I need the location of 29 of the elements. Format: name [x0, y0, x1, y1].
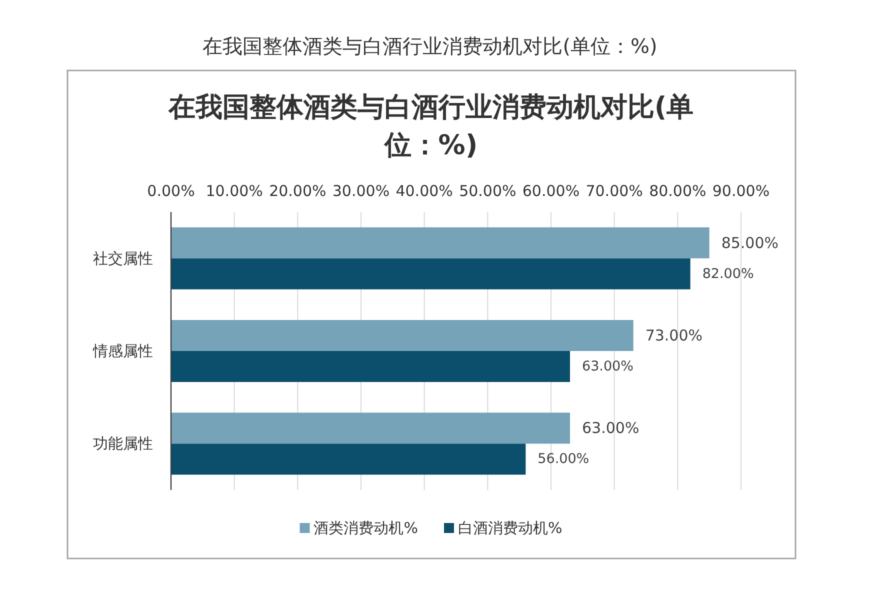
bar	[171, 227, 710, 258]
bar	[171, 444, 526, 475]
x-tick-label: 0.00%	[147, 182, 195, 200]
data-label: 82.00%	[702, 266, 754, 282]
data-label: 63.00%	[582, 358, 634, 374]
legend-label: 白酒消费动机%	[458, 519, 562, 537]
x-tick-label: 70.00%	[586, 182, 643, 200]
y-tick-label: 情感属性	[92, 342, 153, 360]
chart-title: 在我国整体酒类与白酒行业消费动机对比(单位：%)	[167, 92, 694, 161]
x-tick-label: 80.00%	[649, 182, 706, 200]
text: 在我国整体酒类与白酒行业消费动机对比(单位：%)	[202, 34, 658, 58]
x-tick-label: 90.00%	[712, 182, 770, 200]
data-label: 73.00%	[645, 326, 703, 344]
y-tick-label: 功能属性	[93, 434, 153, 453]
bar	[171, 320, 634, 351]
data-label: 63.00%	[582, 419, 640, 438]
x-tick-label: 30.00%	[332, 182, 390, 200]
bar	[171, 351, 570, 382]
data-label: 56.00%	[538, 451, 590, 468]
x-tick-label: 60.00%	[522, 182, 580, 200]
x-tick-label: 40.00%	[396, 182, 453, 200]
x-tick-label: 50.00%	[459, 182, 516, 200]
data-label: 85.00%	[721, 234, 779, 252]
x-tick-label: 20.00%	[269, 182, 326, 200]
y-tick-label: 社交属性	[93, 249, 153, 268]
x-tick-label: 10.00%	[206, 182, 263, 200]
bar	[171, 412, 570, 444]
bar	[171, 258, 690, 290]
legend-label: 酒类消费动机%	[314, 519, 418, 537]
